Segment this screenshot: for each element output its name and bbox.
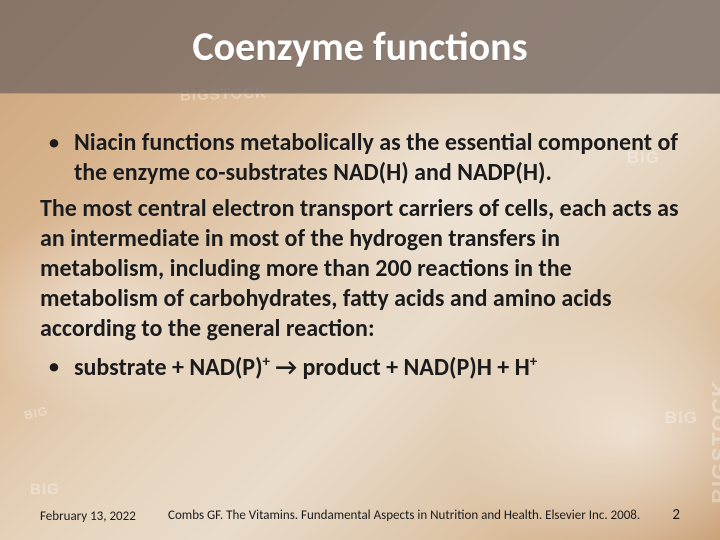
bullet-item: • Niacin functions metabolically as the … — [40, 128, 680, 188]
bullet-dot-icon: • — [48, 352, 60, 382]
footer-date: February 13, 2022 — [40, 509, 136, 524]
superscript-plus: + — [263, 352, 270, 370]
bullet-lead: Niacin functions metabolically as the — [74, 128, 445, 157]
watermark: BIG — [665, 408, 698, 428]
slide-body: • Niacin functions metabolically as the … — [40, 128, 680, 389]
footer-reference: Combs GF. The Vitamins. Fundamental Aspe… — [136, 508, 673, 524]
bullet-dot-icon: • — [48, 128, 60, 158]
watermark: BIG — [30, 481, 60, 499]
superscript-plus: + — [530, 352, 537, 370]
reaction-line: substrate + NAD(P)+ → product + NAD(P)H … — [74, 352, 537, 383]
title-band: Coenzyme functions — [0, 0, 720, 94]
watermark: BIGSTOCK — [708, 380, 720, 504]
bullet-text: Niacin functions metabolically as the es… — [74, 128, 680, 188]
bullet-item: • substrate + NAD(P)+ → product + NAD(P)… — [40, 352, 680, 383]
slide-title: Coenzyme functions — [192, 22, 527, 71]
reaction-product: → product + NAD(P)H + H — [270, 353, 530, 382]
slide-footer: February 13, 2022 Combs GF. The Vitamins… — [40, 506, 680, 524]
paragraph: The most central electron transport carr… — [40, 194, 680, 344]
reaction-substrate: substrate + NAD(P) — [74, 353, 263, 382]
footer-page-number: 2 — [672, 506, 680, 524]
